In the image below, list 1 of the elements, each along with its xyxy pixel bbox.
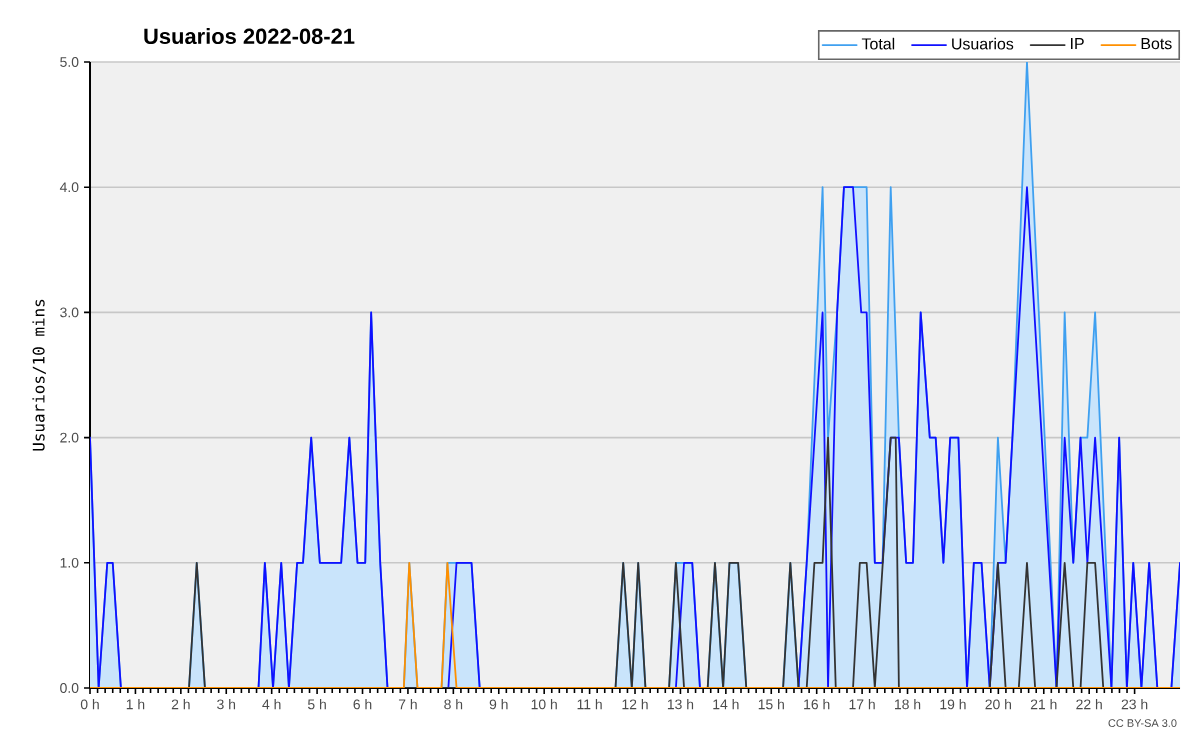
chart-title: Usuarios 2022-08-21 xyxy=(144,27,355,45)
